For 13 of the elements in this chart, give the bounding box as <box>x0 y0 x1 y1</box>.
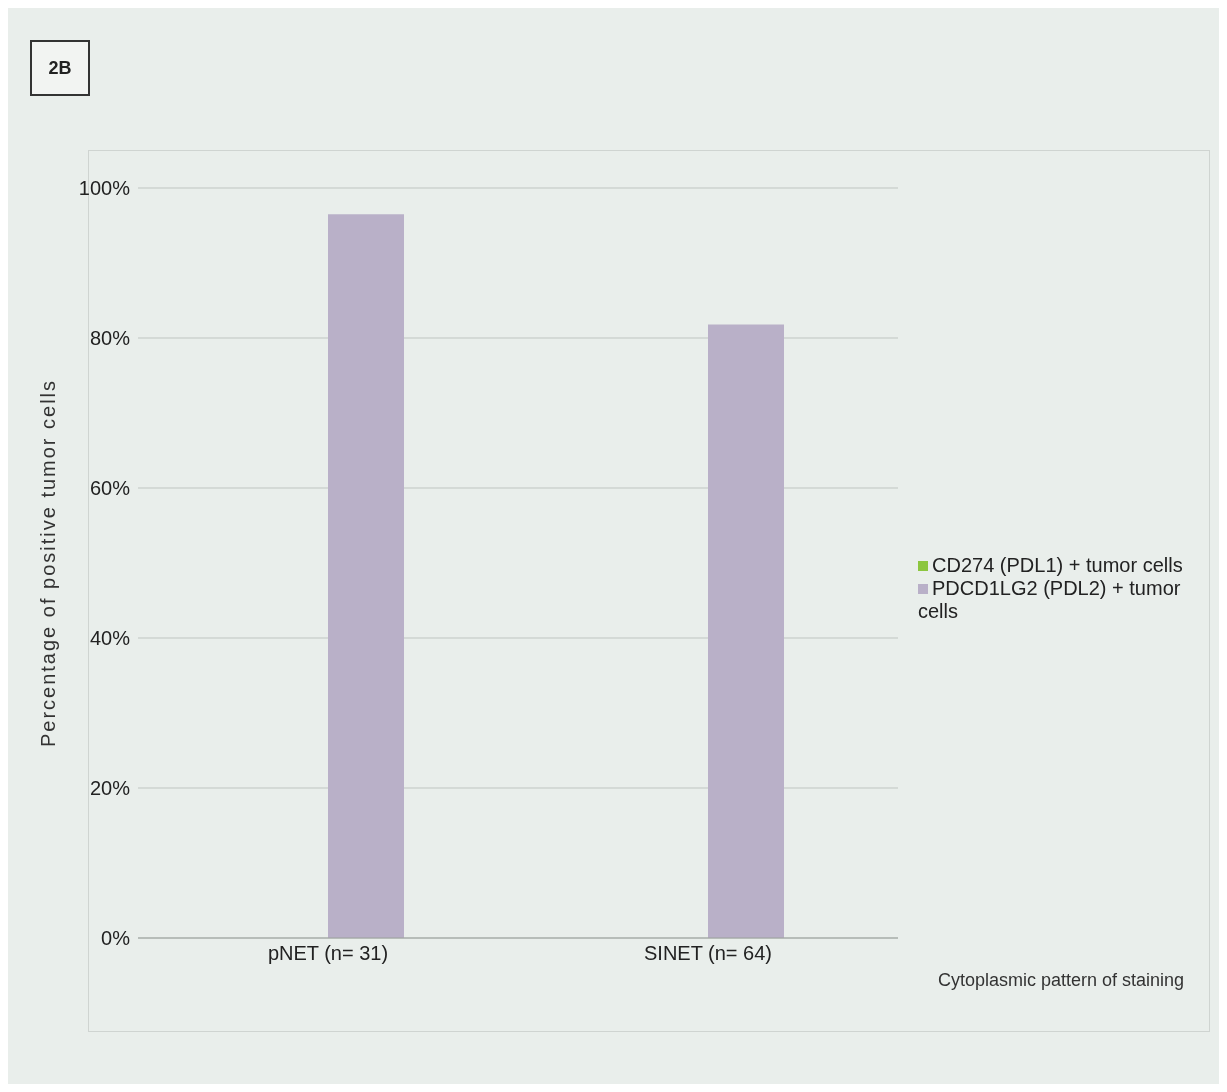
y-tick-label: 100% <box>78 177 131 200</box>
y-tick-label: 20% <box>89 777 131 800</box>
x-tick-label: SINET (n= 64) <box>643 942 773 965</box>
y-tick-label: 60% <box>89 477 131 500</box>
legend-label: CD274 (PDL1) + tumor cells <box>932 553 1183 576</box>
x-tick-label: pNET (n= 31) <box>267 942 389 965</box>
text: Cytoplasmic pattern of staining <box>938 970 1185 991</box>
y-axis-title: Percentage of positive tumor cells <box>37 378 60 748</box>
y-tick-label: 40% <box>89 627 131 650</box>
text: 2B <box>30 40 90 96</box>
y-tick-label: 80% <box>89 327 131 350</box>
legend-label: PDCD1LG2 (PDL2) + tumor cells <box>918 576 1181 622</box>
y-tick-label: 0% <box>101 927 131 950</box>
